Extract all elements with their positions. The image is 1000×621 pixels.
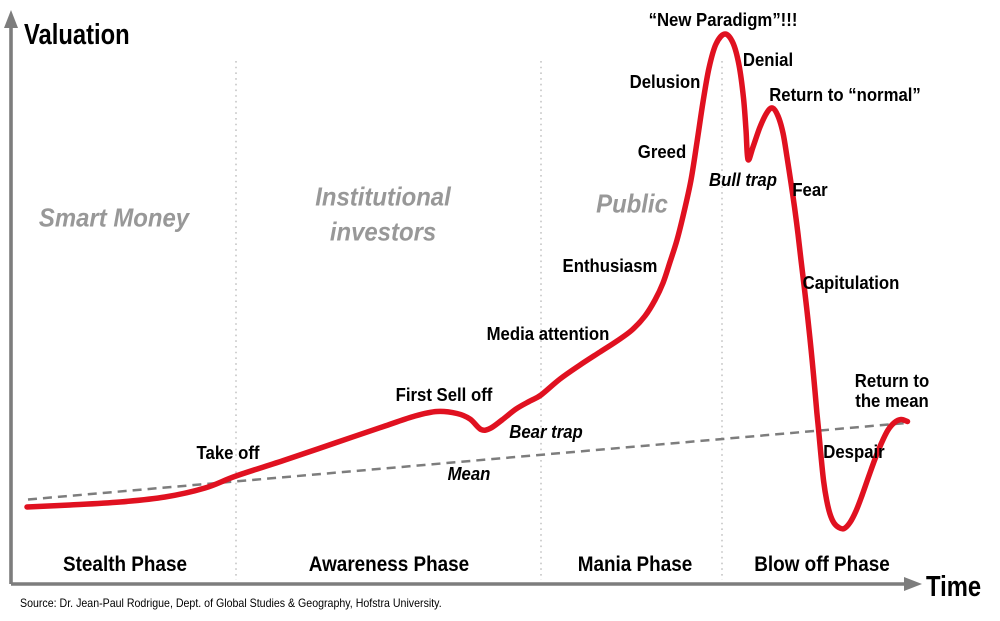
axes xyxy=(4,10,922,591)
x-axis-arrow-icon xyxy=(904,577,922,591)
x-axis-title: Time xyxy=(926,571,982,603)
phase-separator-lines xyxy=(235,61,723,580)
curve-label-denial: Denial xyxy=(742,49,794,70)
curve-label-bear-trap: Bear trap xyxy=(509,421,583,442)
curve-label-bull-trap: Bull trap xyxy=(709,169,777,190)
curve-label-take-off: Take off xyxy=(196,442,260,463)
curve-label-new-paradigm: “New Paradigm”!!! xyxy=(648,9,798,30)
actor-label-smart-money: Smart Money xyxy=(38,202,190,233)
phase-label-mania-phase: Mania Phase xyxy=(577,553,693,577)
actor-label-institutional-investors: Institutional investors xyxy=(315,181,451,246)
curve-label-enthusiasm: Enthusiasm xyxy=(562,255,658,276)
actor-label-public: Public xyxy=(596,188,668,219)
curve-label-media-attention: Media attention xyxy=(486,323,610,344)
y-axis-title: Valuation xyxy=(24,19,130,51)
phase-label-stealth-phase: Stealth Phase xyxy=(63,553,187,577)
phase-label-awareness-phase: Awareness Phase xyxy=(308,553,470,577)
curve-label-first-sell-off: First Sell off xyxy=(395,384,493,405)
phase-label-blow-off-phase: Blow off Phase xyxy=(754,553,890,577)
source-credit: Source: Dr. Jean-Paul Rodrigue, Dept. of… xyxy=(20,596,442,610)
curve-label-return-to-the-mean: Return to the mean xyxy=(854,370,930,411)
curve-label-fear: Fear xyxy=(792,179,828,200)
bubble-curve xyxy=(24,31,911,532)
curve-label-delusion: Delusion xyxy=(629,71,701,92)
curve-label-capitulation: Capitulation xyxy=(802,272,900,293)
mean-dashed-line xyxy=(27,421,907,501)
curve-label-return-to-normal: Return to “normal” xyxy=(769,84,921,105)
y-axis-arrow-icon xyxy=(4,10,18,28)
curve-label-greed: Greed xyxy=(637,141,687,162)
curve-label-despair: Despair xyxy=(823,441,885,462)
curve-label-mean: Mean xyxy=(447,463,491,484)
